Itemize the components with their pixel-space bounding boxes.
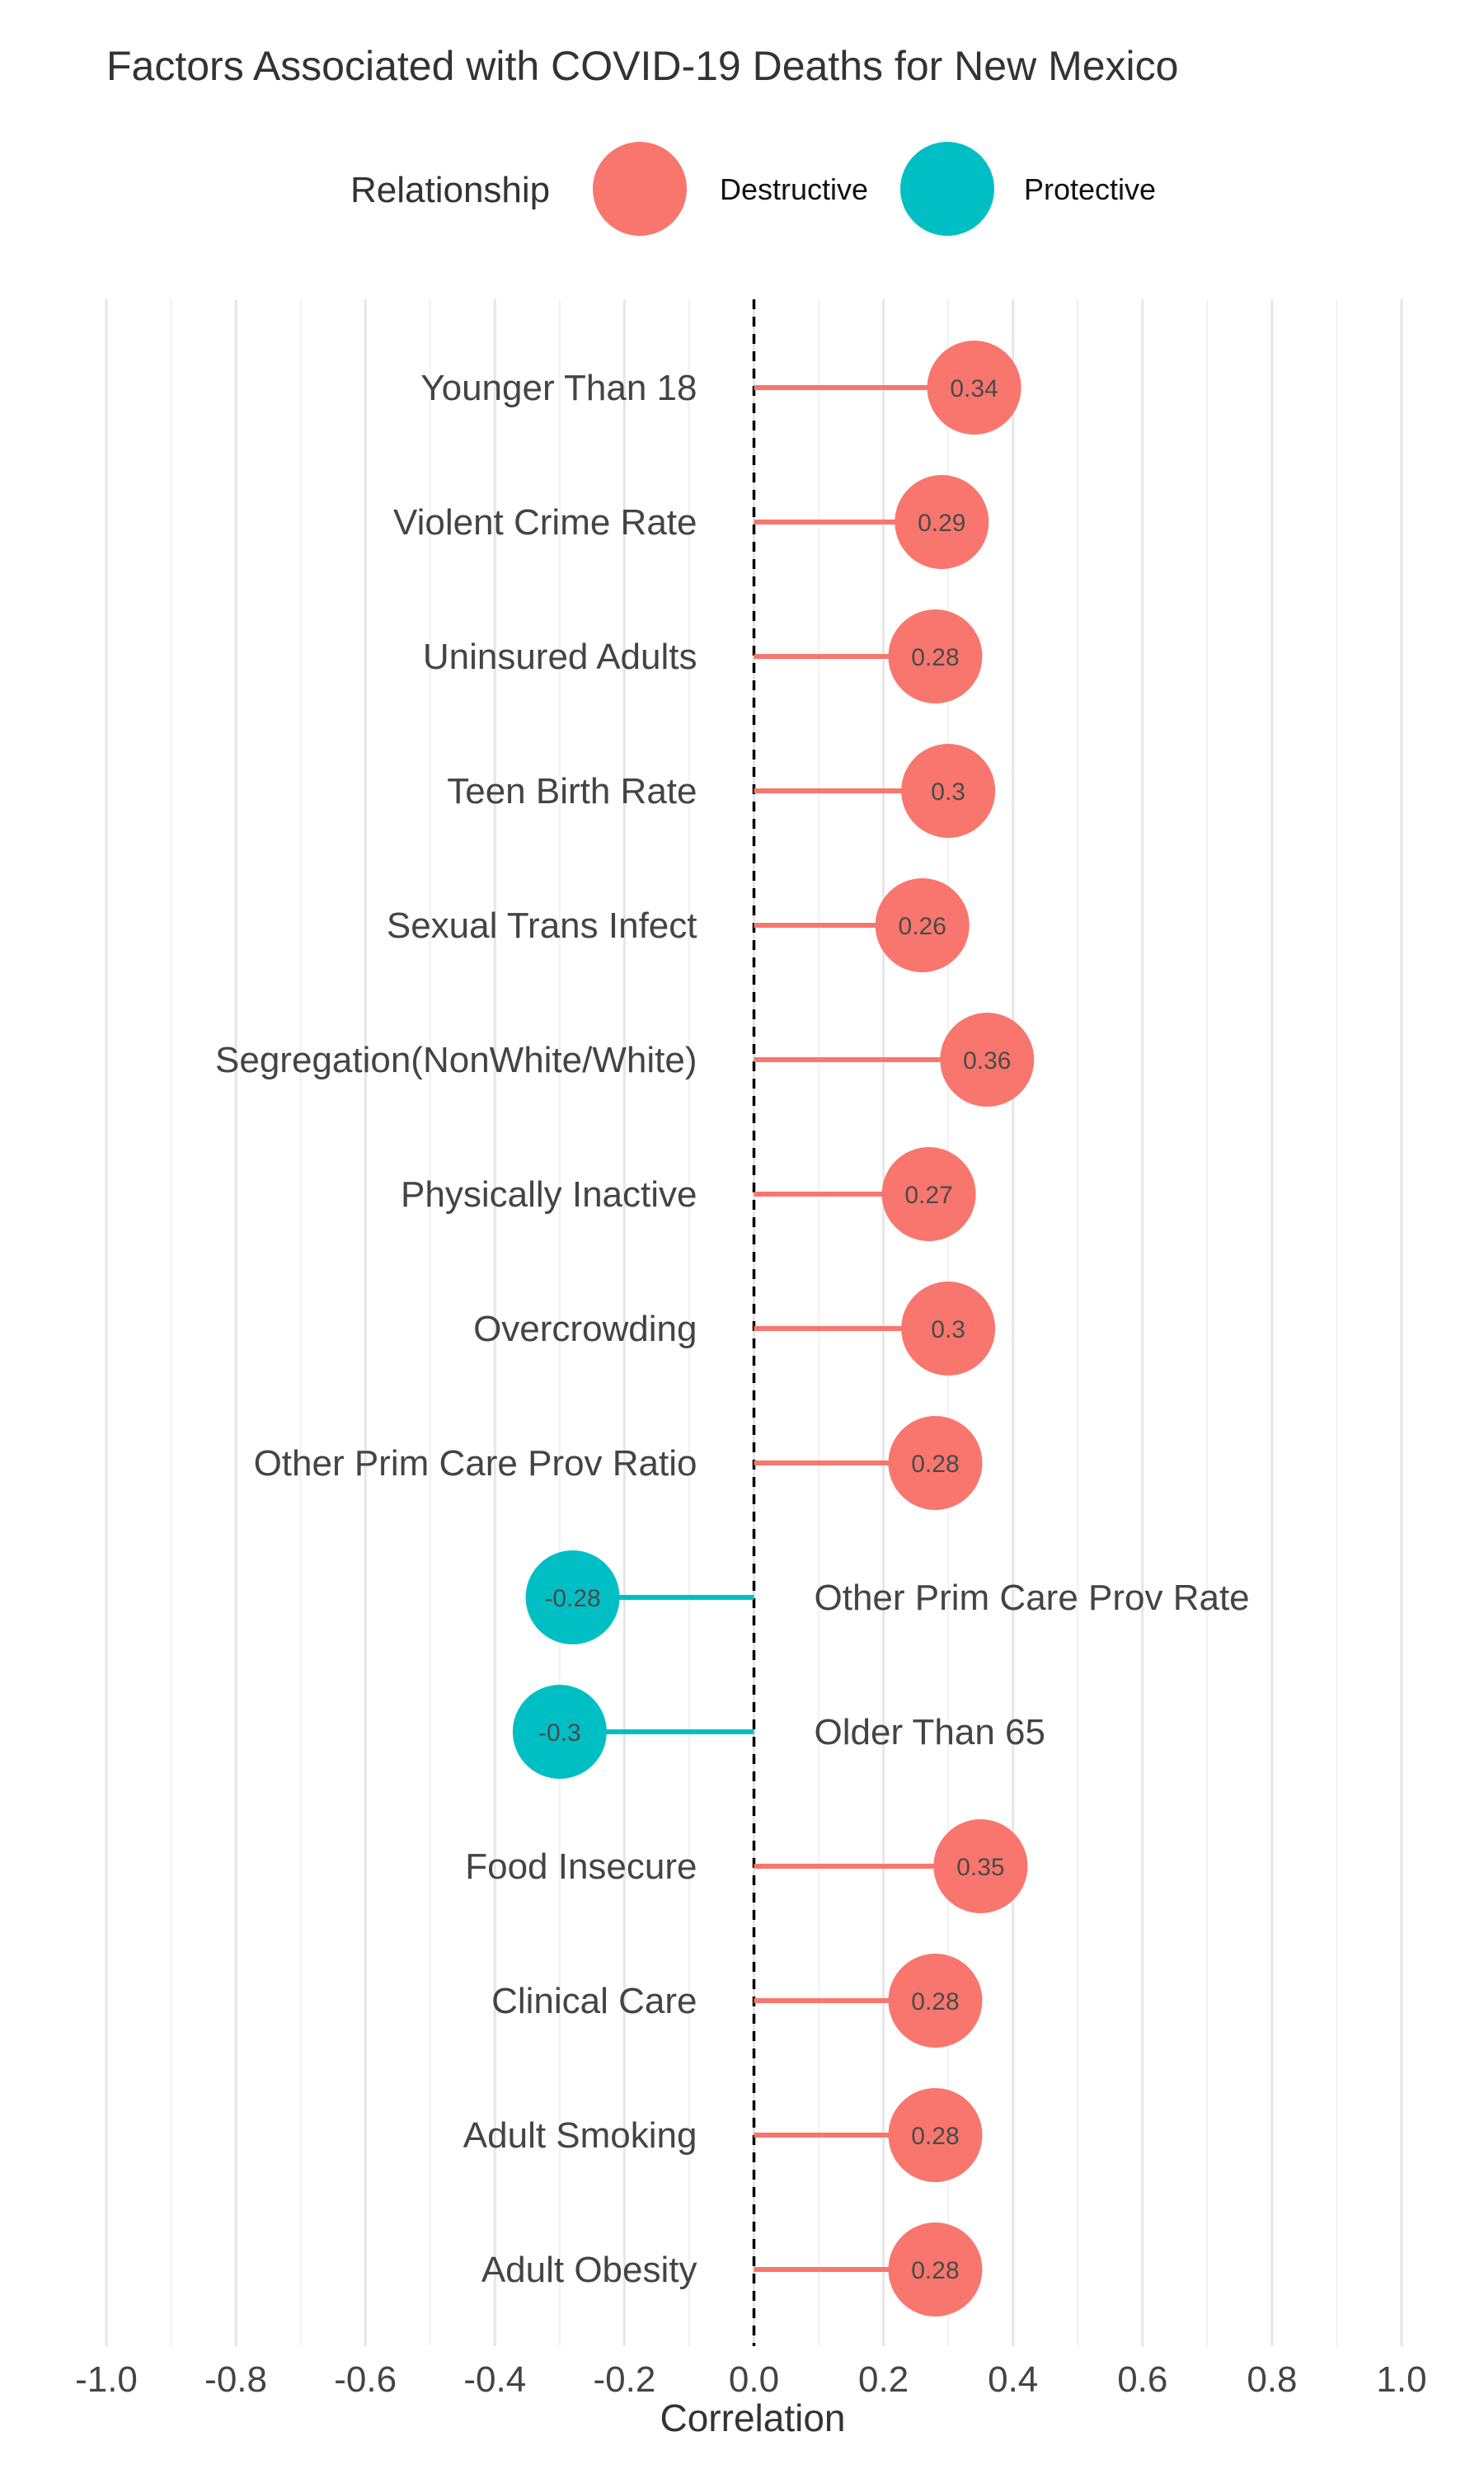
data-label: 0.28 [911, 644, 959, 671]
x-tick-label: 0.2 [858, 2359, 909, 2400]
data-label: 0.34 [950, 375, 998, 402]
category-label: Other Prim Care Prov Ratio [254, 1443, 697, 1484]
lollipop-point [875, 878, 970, 972]
lollipop-point [512, 1685, 607, 1779]
lollipop-point [888, 609, 983, 703]
x-axis-ticks: -1.0 -0.8 -0.6 -0.4 -0.2 0.0 0.2 0.4 0.6 0.8 1.0 [75, 2359, 1427, 2400]
category-labels: Younger Than 18 Violent Crime Rate Uninsur… [215, 368, 1250, 2290]
data-label: 0.28 [911, 2123, 959, 2150]
data-label: 0.36 [963, 1047, 1011, 1075]
lollipop-point [901, 744, 996, 838]
data-label: 0.3 [931, 1316, 965, 1343]
x-tick-label: 0.8 [1247, 2359, 1297, 2400]
x-tick-label: 0.4 [988, 2359, 1038, 2400]
data-label: 0.28 [911, 1988, 959, 2015]
lollipop-point [888, 1954, 983, 2048]
legend-title: Relationship [350, 170, 550, 210]
category-label: Overcrowding [473, 1309, 697, 1349]
category-label: Adult Smoking [463, 2115, 697, 2156]
data-label: 0.28 [911, 1451, 959, 1478]
legend-label-protective: Protective [1024, 172, 1156, 206]
category-label: Violent Crime Rate [393, 502, 697, 543]
category-label: Uninsured Adults [423, 637, 697, 677]
category-label: Physically Inactive [401, 1174, 697, 1215]
data-label: 0.26 [899, 913, 946, 940]
data-label: 0.28 [911, 2257, 959, 2284]
lollipop-point [888, 2088, 983, 2182]
x-tick-label: -0.6 [334, 2359, 397, 2400]
lollipop-point [881, 1147, 976, 1241]
legend-key-destructive [593, 142, 687, 236]
data-label: 0.3 [931, 778, 965, 806]
category-label: Younger Than 18 [420, 368, 697, 408]
category-label: Other Prim Care Prov Rate [815, 1578, 1250, 1618]
category-label: Sexual Trans Infect [387, 905, 697, 946]
legend-label-destructive: Destructive [720, 172, 868, 206]
lollipop-point [933, 1819, 1028, 1913]
data-label: 0.35 [956, 1854, 1004, 1881]
x-tick-label: 0.6 [1117, 2359, 1167, 2400]
chart-title: Factors Associated with COVID-19 Deaths … [106, 43, 1178, 89]
lollipop-marks: 0.34 0.29 0.28 0.3 0.26 0.36 0.27 0.3 0.28 -0.28 -… [512, 341, 1035, 2316]
x-tick-label: -0.4 [463, 2359, 526, 2400]
lollipop-point [901, 1282, 996, 1376]
category-label: Adult Obesity [481, 2250, 697, 2290]
x-axis-title: Correlation [660, 2396, 846, 2439]
legend: Relationship Destructive Protective [350, 142, 1156, 236]
x-tick-label: -1.0 [75, 2359, 138, 2400]
data-label: 0.29 [918, 510, 965, 537]
legend-key-protective [900, 142, 994, 236]
x-tick-label: -0.8 [204, 2359, 267, 2400]
category-label: Food Insecure [465, 1846, 697, 1887]
category-label: Teen Birth Rate [447, 771, 697, 811]
lollipop-point [888, 1416, 983, 1510]
lollipop-point [927, 341, 1021, 435]
category-label: Older Than 65 [815, 1712, 1045, 1752]
lollipop-point [525, 1550, 620, 1644]
lollipop-point [888, 2222, 983, 2316]
x-tick-label: -0.2 [593, 2359, 655, 2400]
data-label: -0.28 [544, 1585, 600, 1612]
lollipop-point [895, 475, 989, 569]
lollipop-point [940, 1013, 1035, 1107]
data-label: 0.27 [904, 1182, 952, 1209]
x-tick-label: 1.0 [1376, 2359, 1426, 2400]
category-label: Clinical Care [491, 1981, 697, 2021]
data-label: -0.3 [538, 1719, 581, 1747]
category-label: Segregation(NonWhite/White) [215, 1040, 697, 1080]
x-tick-label: 0.0 [729, 2359, 779, 2400]
